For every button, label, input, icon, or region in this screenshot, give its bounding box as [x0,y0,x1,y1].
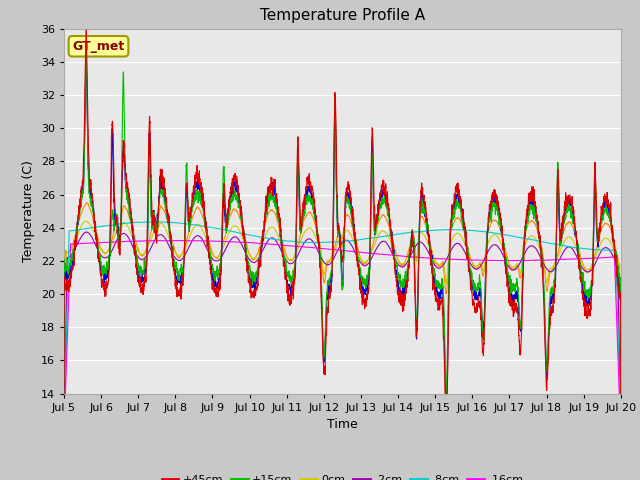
Title: Temperature Profile A: Temperature Profile A [260,9,425,24]
Legend: +45cm, +30cm, +15cm, +5cm, 0cm, -2cm, -8cm, -16cm: +45cm, +30cm, +15cm, +5cm, 0cm, -2cm, -8… [157,470,528,480]
Text: GT_met: GT_met [72,40,125,53]
X-axis label: Time: Time [327,418,358,431]
Y-axis label: Temperature (C): Temperature (C) [22,160,35,262]
